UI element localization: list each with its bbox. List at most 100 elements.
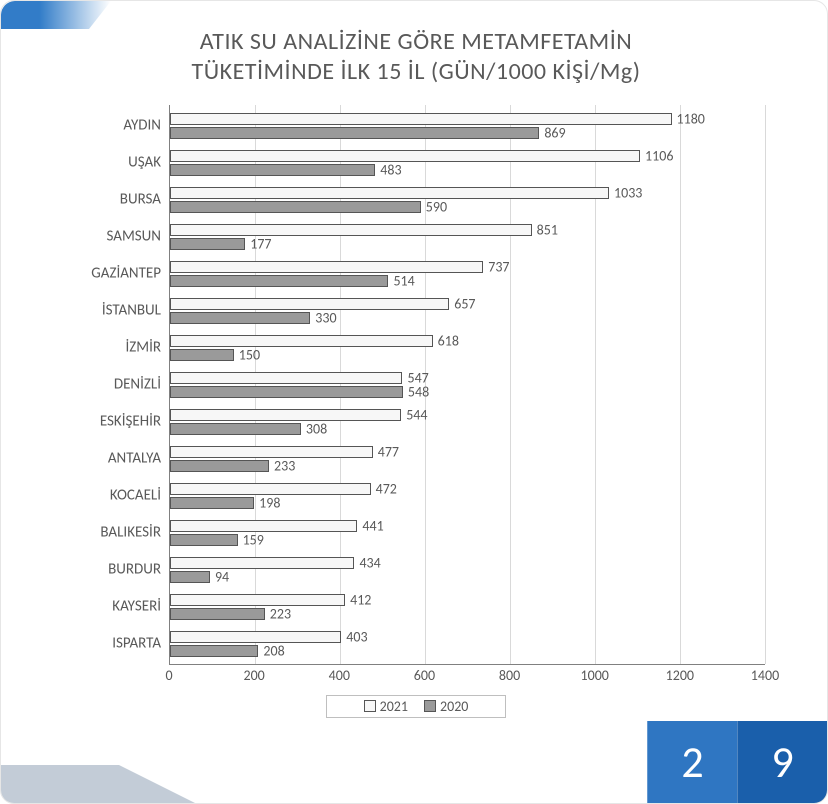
bar-s2021: 1106: [170, 150, 640, 162]
bar-value-label: 851: [531, 222, 558, 239]
x-tick-label: 1400: [751, 667, 779, 684]
bar-group: 477233: [170, 446, 765, 472]
bar-group: 547548: [170, 372, 765, 398]
bar-s2020: 590: [170, 201, 421, 213]
grid-line: [765, 105, 766, 664]
bar-value-label: 412: [344, 592, 371, 609]
bar-value-label: 737: [482, 259, 509, 276]
x-tick-label: 800: [499, 667, 520, 684]
bar-group: 441159: [170, 520, 765, 546]
bar-value-label: 233: [268, 458, 295, 475]
page-number-digit-1: 2: [647, 721, 737, 803]
bar-value-label: 403: [340, 629, 367, 646]
bar-s2020: 514: [170, 275, 388, 287]
bar-value-label: 472: [370, 481, 397, 498]
legend-item-2020: 2020: [424, 698, 468, 715]
chart-title: ATIK SU ANALİZİNE GÖRE METAMFETAMİN TÜKE…: [41, 21, 791, 105]
category-label: AYDIN: [41, 119, 161, 134]
page-number: 2 9: [647, 721, 827, 803]
legend-item-2021: 2021: [364, 698, 408, 715]
bar-group: 851177: [170, 224, 765, 250]
category-label: ANTALYA: [41, 452, 161, 467]
category-label: GAZİANTEP: [41, 267, 161, 282]
bar-s2020: 869: [170, 127, 539, 139]
plot-area: 1180869110648310335908511777375146573306…: [169, 105, 765, 665]
bar-value-label: 177: [244, 236, 271, 253]
category-label: İZMİR: [41, 341, 161, 356]
x-tick-label: 1000: [581, 667, 609, 684]
bar-s2021: 441: [170, 520, 357, 532]
bar-value-label: 198: [253, 495, 280, 512]
bar-s2020: 233: [170, 460, 269, 472]
bar-s2021: 618: [170, 335, 433, 347]
bar-s2020: 483: [170, 164, 375, 176]
bar-group: 403208: [170, 631, 765, 657]
x-tick-label: 0: [165, 667, 172, 684]
x-axis-ticks: 0200400600800100012001400: [169, 665, 765, 689]
category-label: ESKİŞEHİR: [41, 415, 161, 430]
bar-s2021: 1180: [170, 113, 672, 125]
bar-s2021: 737: [170, 261, 483, 273]
bar-s2020: 308: [170, 423, 301, 435]
bar-value-label: 1033: [608, 185, 642, 202]
bar-s2021: 412: [170, 594, 345, 606]
bar-value-label: 1180: [671, 111, 705, 128]
chart-container: ATIK SU ANALİZİNE GÖRE METAMFETAMİN TÜKE…: [41, 21, 791, 707]
bar-value-label: 208: [257, 643, 284, 660]
bar-s2021: 657: [170, 298, 449, 310]
legend: 2021 2020: [326, 695, 506, 718]
category-label: BALIKESİR: [41, 526, 161, 541]
bar-value-label: 544: [400, 407, 427, 424]
legend-swatch-2020: [424, 700, 436, 712]
bar-group: 737514: [170, 261, 765, 287]
bar-s2021: 434: [170, 557, 354, 569]
bar-value-label: 159: [237, 532, 264, 549]
bar-s2021: 403: [170, 631, 341, 643]
bar-s2020: 548: [170, 386, 403, 398]
category-label: UŞAK: [41, 156, 161, 171]
chart-title-line2: TÜKETİMİNDE İLK 15 İL (GÜN/1000 KİŞİ/Mg): [192, 57, 641, 86]
bar-group: 1180869: [170, 113, 765, 139]
legend-swatch-2021: [364, 700, 376, 712]
y-axis-labels: AYDIN UŞAK BURSA SAMSUN GAZİANTEP İSTANBUL İZM…: [41, 105, 169, 665]
bar-value-label: 441: [356, 518, 383, 535]
category-label: SAMSUN: [41, 230, 161, 245]
bar-s2020: 94: [170, 571, 210, 583]
category-label: İSTANBUL: [41, 304, 161, 319]
bar-group: 657330: [170, 298, 765, 324]
bar-value-label: 618: [432, 333, 459, 350]
bar-group: 43494: [170, 557, 765, 583]
bar-value-label: 223: [264, 606, 291, 623]
bar-group: 1033590: [170, 187, 765, 213]
bar-value-label: 94: [209, 569, 229, 586]
category-label: BURSA: [41, 193, 161, 208]
category-label: BURDUR: [41, 563, 161, 578]
bar-value-label: 869: [538, 125, 565, 142]
bar-s2021: 1033: [170, 187, 609, 199]
x-tick-label: 1200: [666, 667, 694, 684]
page-number-digit-2: 9: [737, 721, 827, 803]
bar-value-label: 308: [300, 421, 327, 438]
bar-s2020: 223: [170, 608, 265, 620]
bar-s2020: 150: [170, 349, 234, 361]
bar-value-label: 514: [387, 273, 414, 290]
bar-s2021: 851: [170, 224, 532, 236]
legend-label-2020: 2020: [440, 698, 468, 715]
bar-s2021: 544: [170, 409, 401, 421]
bar-value-label: 590: [420, 199, 447, 216]
bar-s2020: 330: [170, 312, 310, 324]
bar-value-label: 434: [353, 555, 380, 572]
bar-value-label: 150: [233, 347, 260, 364]
x-tick-label: 600: [414, 667, 435, 684]
bar-group: 1106483: [170, 150, 765, 176]
page-frame: ATIK SU ANALİZİNE GÖRE METAMFETAMİN TÜKE…: [0, 0, 828, 804]
bar-group: 544308: [170, 409, 765, 435]
bar-value-label: 483: [374, 162, 401, 179]
bar-value-label: 477: [372, 444, 399, 461]
bar-group: 618150: [170, 335, 765, 361]
category-label: KAYSERİ: [41, 600, 161, 615]
x-tick-label: 400: [329, 667, 350, 684]
bar-value-label: 330: [309, 310, 336, 327]
bar-s2021: 477: [170, 446, 373, 458]
bar-group: 472 198: [170, 483, 765, 509]
